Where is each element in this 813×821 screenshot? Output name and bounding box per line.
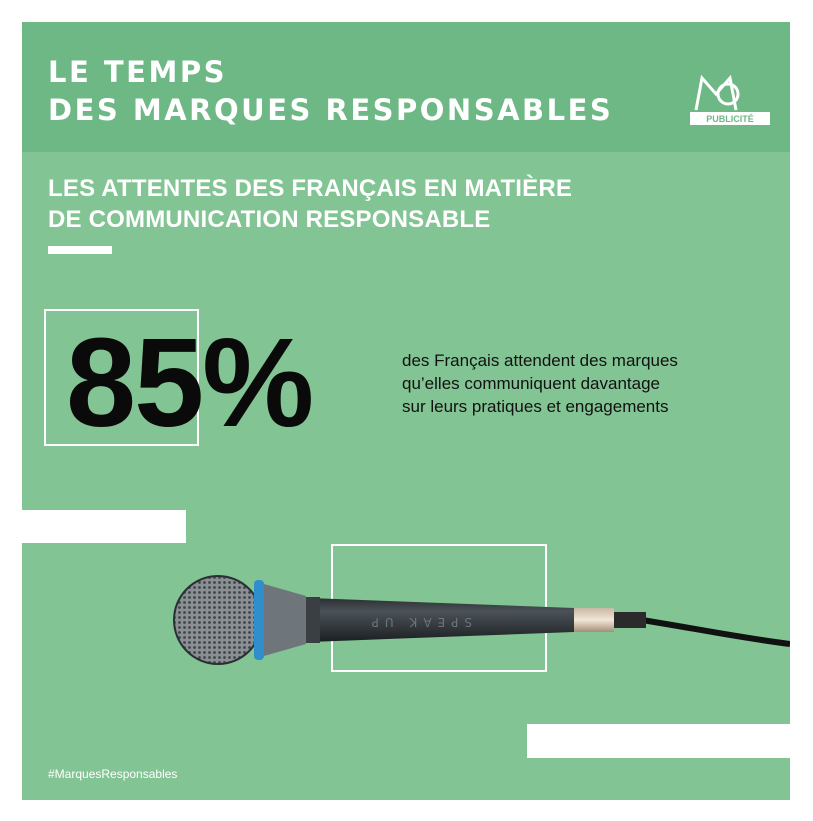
decorative-bar-left bbox=[22, 510, 186, 543]
subtitle-underline bbox=[48, 246, 112, 254]
subtitle: LES ATTENTES DES FRANÇAIS EN MATIÈRE DE … bbox=[48, 173, 572, 235]
m6-publicite-logo: PUBLICITÉ bbox=[690, 74, 770, 125]
stat-description: des Français attendent des marques qu’el… bbox=[402, 349, 678, 418]
stat-description-line-1: des Français attendent des marques bbox=[402, 351, 678, 370]
title-line-2: DES MARQUES RESPONSABLES bbox=[48, 93, 614, 127]
microphone-engraving: SPEAK UP bbox=[366, 615, 472, 629]
percentage-frame bbox=[44, 309, 199, 446]
stat-description-line-3: sur leurs pratiques et engagements bbox=[402, 397, 669, 416]
infographic-card: LE TEMPS DES MARQUES RESPONSABLES PUBLIC… bbox=[22, 22, 790, 800]
microphone-image: SPEAK UP bbox=[173, 575, 790, 665]
hashtag: #MarquesResponsables bbox=[48, 767, 178, 781]
stat-description-line-2: qu’elles communiquent davantage bbox=[402, 374, 661, 393]
stat-value: 85% bbox=[66, 312, 314, 453]
logo-text: PUBLICITÉ bbox=[706, 114, 754, 124]
header-band: LE TEMPS DES MARQUES RESPONSABLES PUBLIC… bbox=[22, 22, 790, 152]
subtitle-line-2: DE COMMUNICATION RESPONSABLE bbox=[48, 206, 491, 233]
title-line-1: LE TEMPS bbox=[48, 55, 227, 89]
decorative-bar-right bbox=[527, 724, 790, 758]
subtitle-line-1: LES ATTENTES DES FRANÇAIS EN MATIÈRE bbox=[48, 175, 573, 202]
